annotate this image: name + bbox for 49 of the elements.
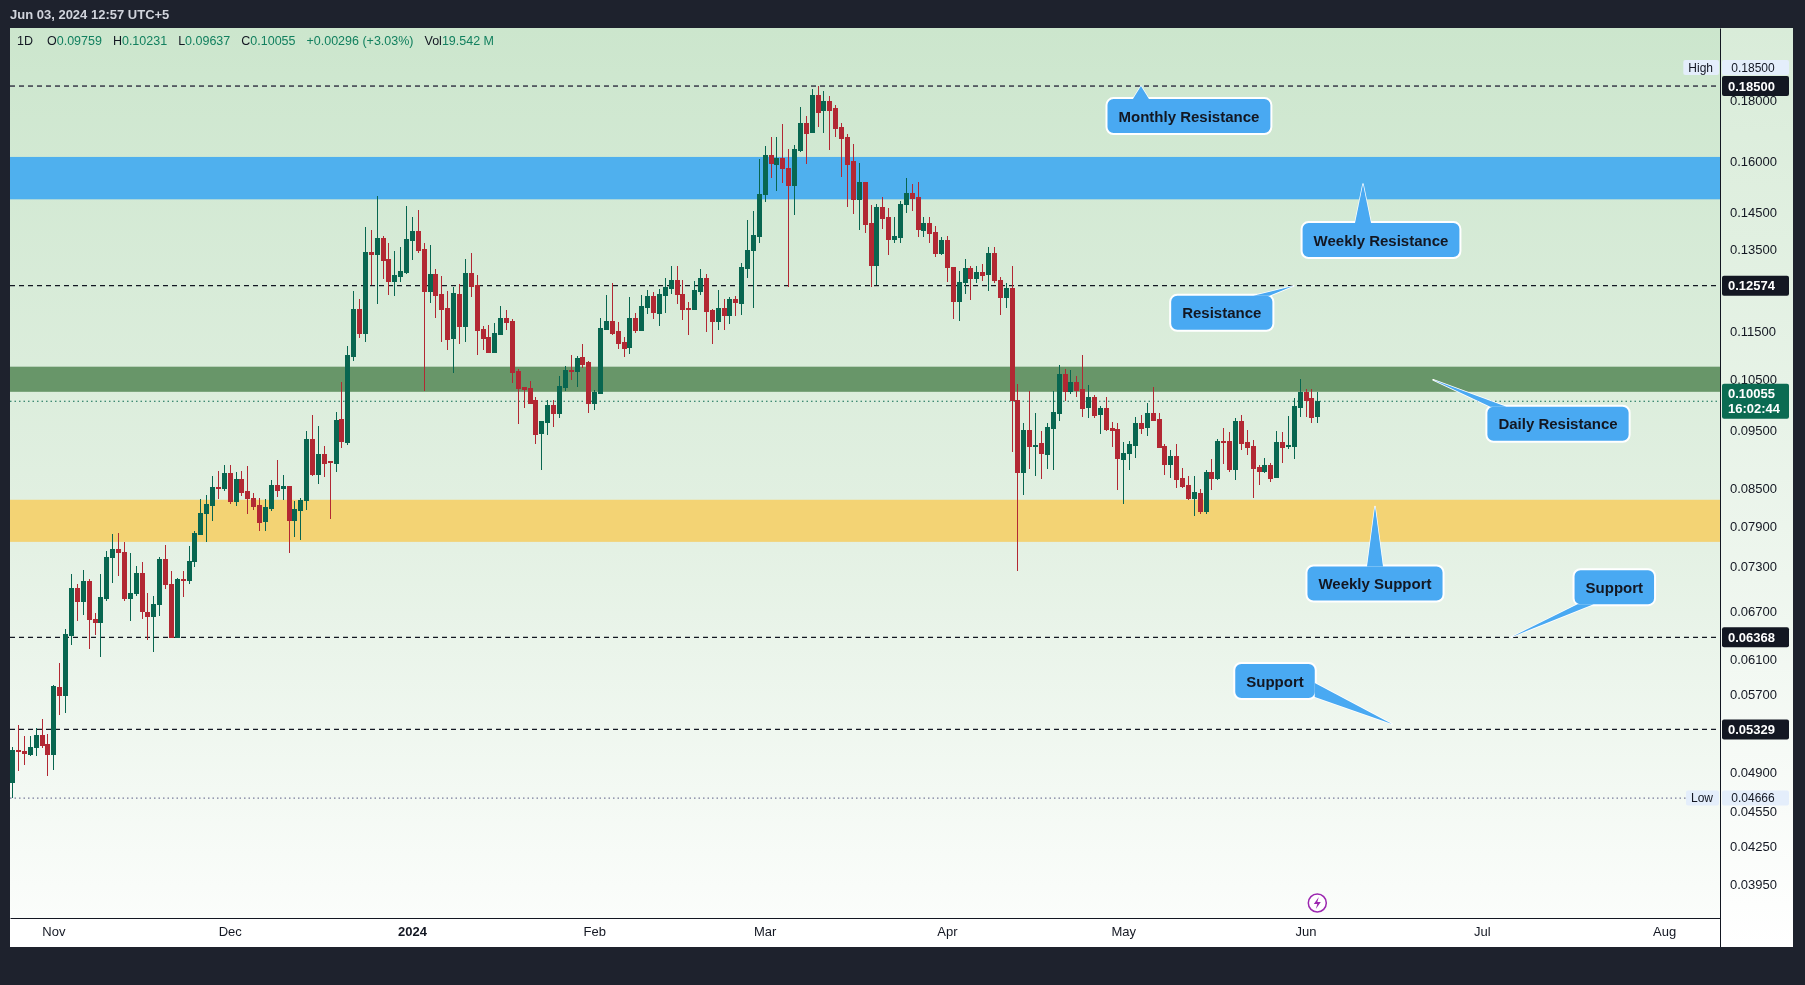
y-tick-label: 0.18000 — [1730, 92, 1777, 108]
x-tick-label: Dec — [218, 924, 243, 940]
x-tick-label: 2024 — [398, 924, 428, 940]
annotation: H0.10231 — [112, 34, 168, 48]
annotation: O0.09759 — [46, 34, 102, 48]
x-tick-label: Feb — [583, 924, 606, 940]
annotation: C0.10055 — [241, 34, 296, 48]
y-tick-label: 0.11500 — [1730, 324, 1777, 340]
annotation: Resistance — [1182, 304, 1262, 322]
x-tick-label: Nov — [42, 924, 66, 940]
ref-line-label: 0.12574 — [1728, 278, 1776, 294]
y-tick-label: 0.16000 — [1730, 153, 1777, 169]
x-tick-label: Jun — [1295, 924, 1317, 940]
text: 1D — [17, 34, 33, 48]
ref-line-label: 0.05329 — [1728, 721, 1775, 737]
y-tick-label: 0.04550 — [1730, 803, 1777, 819]
band-label: Weekly Resistance — [1313, 231, 1449, 249]
chart-subtitle: Jun 03, 2024 12:57 UTC+5 — [10, 6, 170, 22]
y-tick-label: 0.14500 — [1730, 204, 1777, 220]
x-tick-label: Jul — [1474, 924, 1491, 940]
annotation: +0.00296 (+3.03%) — [306, 34, 414, 48]
y-tick-label: 0.04250 — [1730, 839, 1777, 855]
x-tick-label: Aug — [1653, 924, 1677, 940]
y-tick-label: 0.09500 — [1730, 423, 1777, 439]
text: High 0.18500 — [1688, 60, 1775, 75]
y-tick-label: 0.05700 — [1730, 687, 1777, 703]
annotation: Support — [1585, 578, 1644, 596]
annotation: Monthly Resistance — [1118, 107, 1260, 125]
y-tick-label: 0.10500 — [1730, 371, 1777, 387]
x-tick-label: Mar — [754, 924, 778, 940]
y-tick-label: 0.13500 — [1730, 241, 1777, 257]
ref-line-label: 0.10055 16:02:44 — [1728, 386, 1781, 417]
y-tick-label: 0.06700 — [1730, 603, 1777, 619]
band-label: Weekly Support — [1318, 575, 1432, 592]
ref-line-label: 0.06368 — [1728, 629, 1775, 645]
text: Low 0.04666 — [1690, 791, 1775, 806]
annotation: L0.09637 — [178, 34, 231, 48]
band-label: Daily Resistance — [1498, 415, 1618, 433]
y-tick-label: 0.07900 — [1730, 518, 1777, 534]
x-tick-label: May — [1111, 924, 1137, 940]
y-tick-label: 0.04900 — [1730, 765, 1777, 781]
x-tick-label: Apr — [937, 924, 959, 940]
y-tick-label: 0.03950 — [1730, 876, 1777, 892]
y-tick-label: 0.08500 — [1730, 480, 1777, 496]
y-tick-label: 0.07300 — [1730, 559, 1777, 575]
annotation: Vol19.542 M — [424, 34, 495, 48]
y-tick-label: 0.06100 — [1730, 652, 1777, 668]
ref-line-label: 0.18500 — [1728, 78, 1775, 94]
annotation: Support — [1246, 672, 1304, 690]
